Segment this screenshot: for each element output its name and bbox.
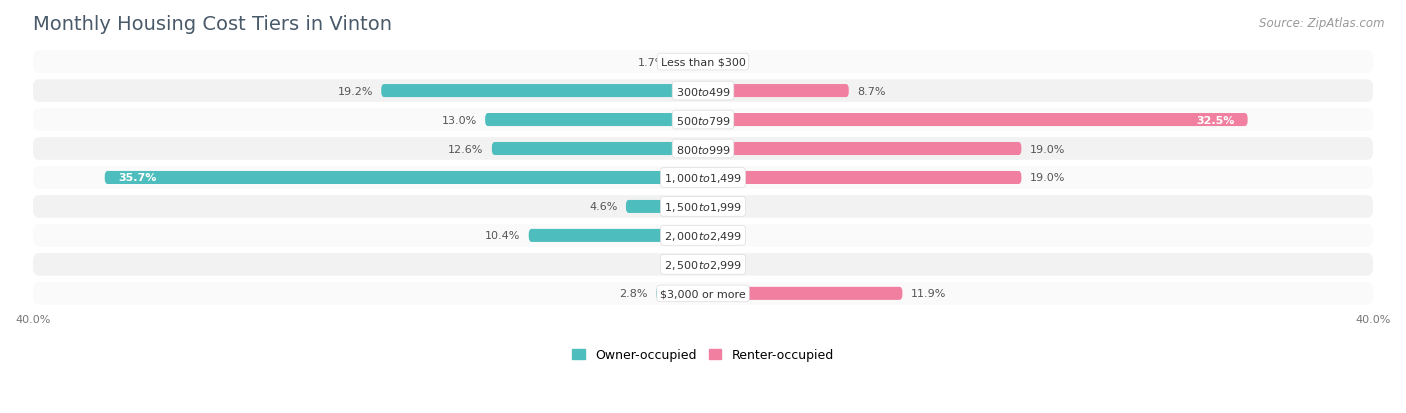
FancyBboxPatch shape [104,171,703,185]
Text: 11.9%: 11.9% [911,289,946,299]
Text: $2,500 to $2,999: $2,500 to $2,999 [664,258,742,271]
Text: $300 to $499: $300 to $499 [675,85,731,97]
Text: $1,000 to $1,499: $1,000 to $1,499 [664,171,742,185]
Text: 35.7%: 35.7% [118,173,156,183]
Text: 1.7%: 1.7% [638,57,666,67]
FancyBboxPatch shape [703,287,903,300]
FancyBboxPatch shape [703,85,849,98]
Text: 8.7%: 8.7% [858,86,886,96]
Text: 13.0%: 13.0% [441,115,477,125]
FancyBboxPatch shape [675,56,703,69]
FancyBboxPatch shape [32,80,1374,102]
FancyBboxPatch shape [32,138,1374,160]
FancyBboxPatch shape [626,200,703,214]
Text: $500 to $799: $500 to $799 [675,114,731,126]
Text: 10.4%: 10.4% [485,231,520,241]
Text: 19.2%: 19.2% [337,86,373,96]
FancyBboxPatch shape [32,167,1374,189]
FancyBboxPatch shape [703,171,1021,185]
Text: 0.0%: 0.0% [711,231,740,241]
Text: 0.0%: 0.0% [711,202,740,212]
FancyBboxPatch shape [703,114,1247,127]
Legend: Owner-occupied, Renter-occupied: Owner-occupied, Renter-occupied [572,348,834,361]
Text: 0.0%: 0.0% [666,260,695,270]
FancyBboxPatch shape [485,114,703,127]
Text: $3,000 or more: $3,000 or more [661,289,745,299]
Text: 4.6%: 4.6% [589,202,617,212]
Text: 19.0%: 19.0% [1029,144,1066,154]
FancyBboxPatch shape [657,287,703,300]
FancyBboxPatch shape [32,51,1374,74]
FancyBboxPatch shape [32,254,1374,276]
Text: 0.0%: 0.0% [711,57,740,67]
Text: 0.0%: 0.0% [711,260,740,270]
Text: $1,500 to $1,999: $1,500 to $1,999 [664,200,742,214]
FancyBboxPatch shape [529,229,703,242]
FancyBboxPatch shape [381,85,703,98]
Text: 2.8%: 2.8% [619,289,648,299]
FancyBboxPatch shape [32,225,1374,247]
Text: $2,000 to $2,499: $2,000 to $2,499 [664,229,742,242]
Text: 12.6%: 12.6% [449,144,484,154]
FancyBboxPatch shape [32,109,1374,131]
Text: 32.5%: 32.5% [1197,115,1234,125]
Text: Monthly Housing Cost Tiers in Vinton: Monthly Housing Cost Tiers in Vinton [32,15,392,34]
Text: Source: ZipAtlas.com: Source: ZipAtlas.com [1260,17,1385,29]
Text: $800 to $999: $800 to $999 [675,143,731,155]
FancyBboxPatch shape [492,142,703,156]
FancyBboxPatch shape [703,142,1021,156]
FancyBboxPatch shape [32,282,1374,305]
FancyBboxPatch shape [32,196,1374,218]
Text: Less than $300: Less than $300 [661,57,745,67]
Text: 19.0%: 19.0% [1029,173,1066,183]
